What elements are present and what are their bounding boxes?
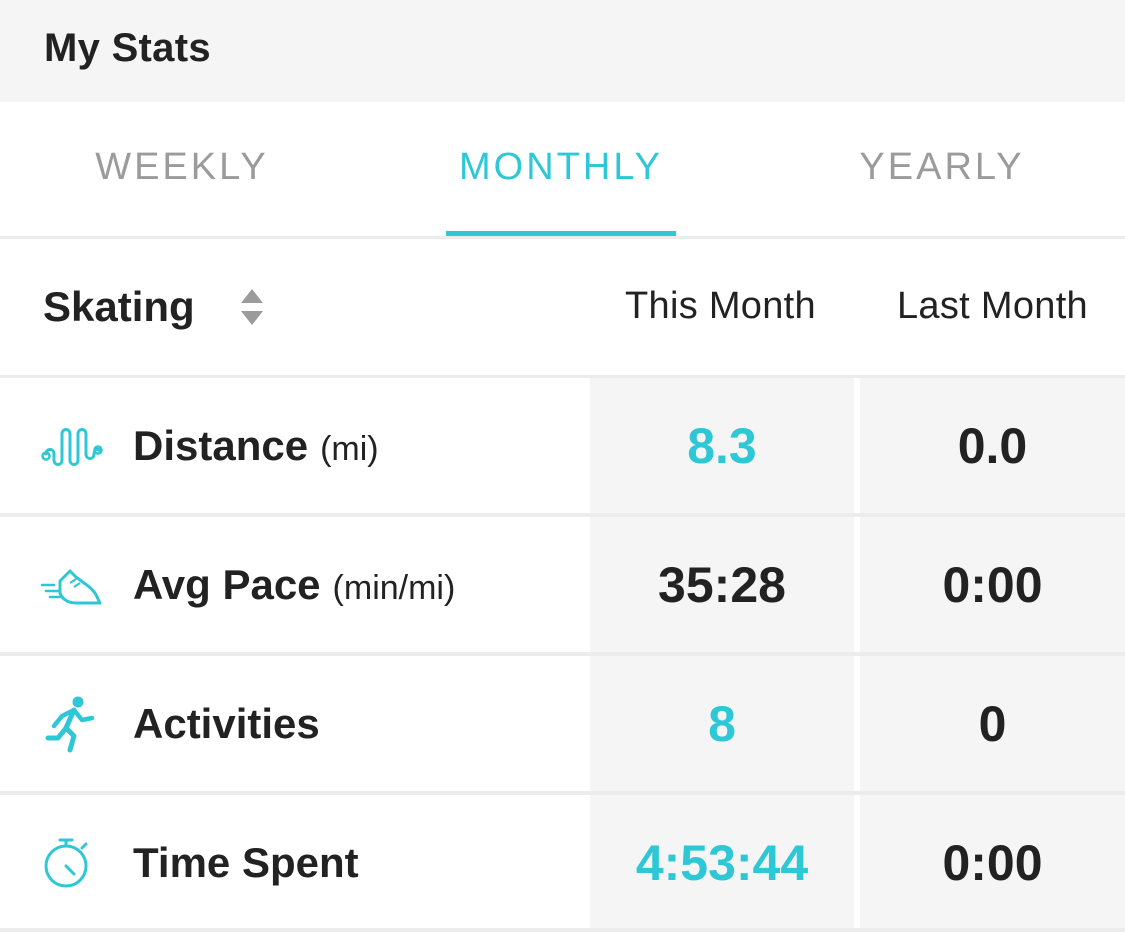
this-month-value: 8 (590, 656, 854, 791)
metric-label: Time Spent (133, 839, 371, 887)
table-header: Skating This Month Last Month (0, 239, 1125, 375)
sort-arrows-icon[interactable] (238, 287, 266, 327)
row-label-cell: Activities (0, 656, 584, 791)
divider (0, 236, 1125, 239)
column-header-this-month: This Month (625, 285, 816, 327)
table-row-distance: Distance (mi) 8.3 0.0 (0, 378, 1125, 513)
sport-selector-label[interactable]: Skating (43, 283, 195, 330)
tab-weekly[interactable]: WEEKLY (95, 146, 269, 188)
metric-name: Time Spent (133, 839, 359, 886)
metric-name: Avg Pace (133, 561, 321, 608)
divider (0, 652, 1125, 656)
metric-name: Distance (133, 422, 309, 469)
this-month-value: 8.3 (590, 378, 854, 513)
metric-unit: (mi) (320, 430, 379, 468)
divider (0, 928, 1125, 932)
divider (0, 375, 1125, 378)
table-row-avg-pace: Avg Pace (min/mi) 35:28 0:00 (0, 517, 1125, 652)
runner-icon (45, 696, 95, 753)
tab-monthly[interactable]: MONTHLY (459, 146, 663, 188)
divider (0, 513, 1125, 517)
tab-yearly[interactable]: YEARLY (859, 146, 1025, 188)
divider (0, 791, 1125, 795)
table-row-time-spent: Time Spent 4:53:44 0:00 (0, 795, 1125, 930)
stopwatch-icon (44, 838, 88, 888)
metric-label: Activities (133, 700, 332, 748)
metric-label: Distance (mi) (133, 422, 379, 470)
last-month-value: 0:00 (860, 517, 1125, 652)
this-month-value: 35:28 (590, 517, 854, 652)
distance-wave-icon (41, 428, 103, 466)
last-month-value: 0 (860, 656, 1125, 791)
active-tab-indicator (446, 231, 676, 237)
row-label-cell: Time Spent (0, 795, 584, 930)
period-tabs: WEEKLY MONTHLY YEARLY (0, 102, 1125, 237)
header-bar: My Stats (0, 0, 1125, 102)
last-month-value: 0:00 (860, 795, 1125, 930)
row-label-cell: Distance (mi) (0, 378, 584, 513)
metric-unit: (min/mi) (332, 569, 456, 607)
shoe-speed-icon (40, 569, 102, 605)
this-month-value: 4:53:44 (590, 795, 854, 930)
metric-label: Avg Pace (min/mi) (133, 561, 455, 609)
last-month-value: 0.0 (860, 378, 1125, 513)
page-title: My Stats (44, 26, 211, 70)
table-row-activities: Activities 8 0 (0, 656, 1125, 791)
metric-name: Activities (133, 700, 320, 747)
row-label-cell: Avg Pace (min/mi) (0, 517, 584, 652)
column-header-last-month: Last Month (897, 285, 1088, 327)
